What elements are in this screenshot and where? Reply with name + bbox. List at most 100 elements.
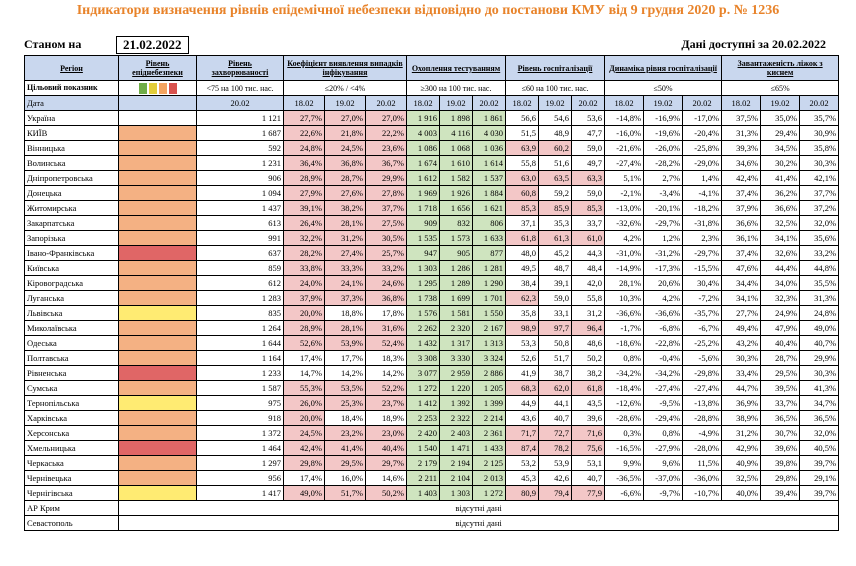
beds-value: 35,5% bbox=[799, 275, 840, 291]
table-row: Полтавська 1 164 17,4% 17,7% 18,3% 3 308 3 330… bbox=[24, 350, 840, 366]
hosp-value: 31,2 bbox=[571, 305, 606, 321]
target-detection: ≤20% / <4% bbox=[283, 80, 407, 96]
detection-value: 29,5% bbox=[324, 455, 366, 471]
beds-value: 31,2% bbox=[721, 425, 762, 441]
beds-value: 29,5% bbox=[760, 365, 801, 381]
level-cell bbox=[118, 410, 197, 426]
testing-value: 1 537 bbox=[471, 170, 507, 186]
testing-value: 1 392 bbox=[439, 395, 473, 411]
hosp-value: 48,4 bbox=[571, 260, 606, 276]
missing-data-text: відсутні дані bbox=[117, 500, 840, 516]
date-det-3: 20.02 bbox=[365, 95, 407, 111]
incidence-value: 906 bbox=[196, 170, 284, 186]
beds-value: 30,3% bbox=[799, 365, 840, 381]
table-row: Чернігівська 1 417 49,0% 51,7% 50,2% 1 403 1 3… bbox=[24, 485, 840, 501]
detection-value: 20,0% bbox=[283, 305, 325, 321]
dynamics-value: -28,6% bbox=[604, 410, 645, 426]
hosp-value: 41,9 bbox=[505, 365, 540, 381]
table-row: Сумська 1 587 55,3% 53,5% 52,2% 1 272 1 220 1 2… bbox=[24, 380, 840, 396]
testing-value: 2 104 bbox=[439, 470, 473, 486]
incidence-value: 918 bbox=[196, 410, 284, 426]
detection-value: 36,8% bbox=[324, 155, 366, 171]
target-label: Цільовий показник bbox=[24, 80, 119, 96]
dynamics-value: -5,6% bbox=[682, 350, 723, 366]
testing-value: 2 886 bbox=[471, 365, 507, 381]
incidence-value: 592 bbox=[196, 140, 284, 156]
beds-value: 47,6% bbox=[721, 260, 762, 276]
beds-value: 30,3% bbox=[799, 155, 840, 171]
detection-value: 33,8% bbox=[283, 260, 325, 276]
hosp-value: 77,9 bbox=[571, 485, 606, 501]
hosp-value: 43,5 bbox=[571, 395, 606, 411]
beds-value: 40,5% bbox=[799, 440, 840, 456]
hosp-value: 49,5 bbox=[505, 260, 540, 276]
beds-value: 34,6% bbox=[721, 155, 762, 171]
table-row: Вінницька 592 24,8% 24,5% 23,6% 1 086 1 068 1 0… bbox=[24, 140, 840, 156]
table-row: Тернопільська 975 26,0% 25,3% 23,7% 1 412 1 39… bbox=[24, 395, 840, 411]
detection-value: 50,2% bbox=[365, 485, 407, 501]
beds-value: 34,7% bbox=[799, 395, 840, 411]
testing-value: 1 656 bbox=[439, 200, 473, 216]
date-beds-3: 20.02 bbox=[799, 95, 840, 111]
region-name: Запорізька bbox=[24, 230, 119, 246]
level-cell bbox=[118, 395, 197, 411]
target-hosp: ≤60 на 100 тис. нас. bbox=[505, 80, 606, 96]
detection-value: 37,7% bbox=[365, 200, 407, 216]
hosp-value: 52,6 bbox=[505, 350, 540, 366]
detection-value: 30,5% bbox=[365, 230, 407, 246]
table-row: Одеська 1 644 52,6% 53,9% 52,4% 1 432 1 317 1 3… bbox=[24, 335, 840, 351]
beds-value: 30,3% bbox=[721, 350, 762, 366]
testing-value: 1 540 bbox=[406, 440, 440, 456]
detection-value: 28,7% bbox=[324, 170, 366, 186]
level-cell bbox=[118, 320, 197, 336]
dynamics-value: -14,9% bbox=[604, 260, 645, 276]
status-label: Станом на bbox=[24, 37, 82, 51]
hosp-value: 43,6 bbox=[505, 410, 540, 426]
beds-value: 37,5% bbox=[721, 110, 762, 126]
dynamics-value: 2,7% bbox=[643, 170, 684, 186]
incidence-value: 1 644 bbox=[196, 335, 284, 351]
testing-value: 1 303 bbox=[439, 485, 473, 501]
testing-value: 1 272 bbox=[406, 380, 440, 396]
hosp-value: 38,4 bbox=[505, 275, 540, 291]
hosp-value: 49,7 bbox=[571, 155, 606, 171]
table-row: Закарпатська 613 26,4% 28,1% 27,5% 909 832 806 3… bbox=[24, 215, 840, 231]
header-testing: Охоплення тестуванням bbox=[405, 55, 507, 81]
beds-value: 39,3% bbox=[721, 140, 762, 156]
testing-value: 1 614 bbox=[471, 155, 507, 171]
dynamics-value: -19,6% bbox=[643, 125, 684, 141]
dynamics-value: -13,0% bbox=[604, 200, 645, 216]
region-name: Івано-Франківська bbox=[24, 245, 119, 261]
dynamics-value: 9,6% bbox=[643, 455, 684, 471]
testing-value: 905 bbox=[439, 245, 473, 261]
beds-value: 44,4% bbox=[760, 260, 801, 276]
dynamics-value: -10,7% bbox=[682, 485, 723, 501]
detection-value: 52,6% bbox=[283, 335, 325, 351]
level-swatch bbox=[168, 83, 177, 95]
beds-value: 39,6% bbox=[760, 440, 801, 456]
dynamics-value: 11,5% bbox=[682, 455, 723, 471]
dynamics-value: -31,8% bbox=[682, 215, 723, 231]
beds-value: 41,3% bbox=[799, 380, 840, 396]
beds-value: 34,4% bbox=[721, 275, 762, 291]
dynamics-value: 10,3% bbox=[604, 290, 645, 306]
detection-value: 53,9% bbox=[324, 335, 366, 351]
incidence-value: 1 587 bbox=[196, 380, 284, 396]
detection-value: 36,7% bbox=[365, 155, 407, 171]
level-cell bbox=[118, 380, 197, 396]
hosp-value: 55,8 bbox=[571, 290, 606, 306]
dynamics-value: -4,9% bbox=[682, 425, 723, 441]
date-det-2: 19.02 bbox=[324, 95, 366, 111]
detection-value: 29,7% bbox=[365, 455, 407, 471]
testing-value: 3 077 bbox=[406, 365, 440, 381]
testing-value: 2 959 bbox=[439, 365, 473, 381]
level-cell bbox=[118, 140, 197, 156]
detection-value: 29,8% bbox=[283, 455, 325, 471]
beds-value: 39,5% bbox=[760, 380, 801, 396]
beds-value: 37,9% bbox=[721, 200, 762, 216]
testing-value: 1 884 bbox=[471, 185, 507, 201]
date-hosp-2: 19.02 bbox=[538, 95, 573, 111]
testing-value: 1 403 bbox=[406, 485, 440, 501]
dynamics-value: -27,4% bbox=[604, 155, 645, 171]
